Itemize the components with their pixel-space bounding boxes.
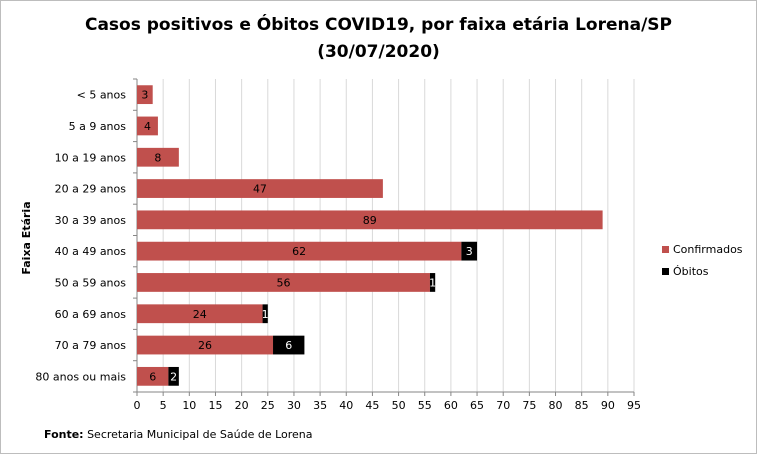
- tick-labels: 0 5 10 15 20 25 30 35 40 45 50 55 60 65 70 75 80 85 90 95 < …: [35, 89, 641, 412]
- data-label-obitos-6: 1: [429, 276, 436, 289]
- chart-title-line-2: (30/07/2020): [317, 42, 440, 62]
- data-label-confirmados-3: 47: [253, 183, 267, 196]
- x-tick-label-10: 10: [182, 399, 196, 412]
- chart-title: Casos positivos e Óbitos COVID19, por fa…: [0, 12, 757, 66]
- bar-confirmados-6: [137, 273, 430, 292]
- legend-label-confirmados: Confirmados: [673, 242, 743, 256]
- y-tick-label-7: 60 a 69 anos: [55, 308, 127, 321]
- data-label-confirmados-7: 24: [193, 308, 207, 321]
- source-text: Secretaria Municipal de Saúde de Lorena: [83, 428, 313, 441]
- x-tick-label-50: 50: [392, 399, 406, 412]
- y-tick-label-8: 70 a 79 anos: [55, 339, 127, 352]
- legend-swatch-confirmados: [662, 245, 669, 253]
- y-tick-label-2: 10 a 19 anos: [55, 151, 127, 164]
- bar-confirmados-2: [137, 147, 179, 167]
- x-tick-label-25: 25: [261, 399, 275, 412]
- x-tick-label-45: 45: [365, 399, 379, 412]
- x-tick-label-0: 0: [134, 399, 141, 412]
- y-tick-label-4: 30 a 39 anos: [55, 214, 127, 227]
- legend-label-obitos: Óbitos: [673, 264, 709, 278]
- x-tick-label-90: 90: [601, 399, 615, 412]
- bar-confirmados-9: [137, 366, 169, 386]
- y-tick-label-6: 50 a 59 anos: [55, 276, 127, 289]
- bar-obitos-7: [262, 304, 268, 324]
- x-tick-label-80: 80: [549, 399, 563, 412]
- data-label-confirmados-6: 56: [276, 276, 290, 289]
- bar-obitos-8: [273, 335, 305, 355]
- data-label-confirmados-1: 4: [144, 120, 151, 133]
- data-label-confirmados-2: 8: [154, 151, 161, 164]
- bar-obitos-5: [461, 241, 478, 261]
- chart-title-line-1: Casos positivos e Óbitos COVID19, por fa…: [84, 15, 672, 35]
- legend: Confirmados Óbitos: [662, 238, 743, 282]
- x-tick-label-55: 55: [418, 399, 432, 412]
- bar-confirmados-1: [137, 116, 158, 136]
- data-label-obitos-9: 2: [170, 370, 177, 383]
- y-tick-label-1: 5 a 9 anos: [69, 120, 127, 133]
- bar-confirmados-3: [137, 179, 383, 198]
- x-tick-label-20: 20: [235, 399, 249, 412]
- x-tick-label-15: 15: [208, 399, 222, 412]
- bar-confirmados-8: [137, 335, 274, 355]
- y-tick-label-5: 40 a 49 anos: [55, 245, 127, 258]
- y-axis-title: Faixa Etária: [20, 201, 33, 274]
- x-tick-label-70: 70: [496, 399, 510, 412]
- x-tick-label-35: 35: [313, 399, 327, 412]
- x-tick-label-30: 30: [287, 399, 301, 412]
- bar-confirmados-5: [137, 241, 462, 261]
- bar-confirmados-0: [137, 85, 153, 105]
- bar-confirmados-4: [137, 210, 603, 230]
- y-tick-label-3: 20 a 29 anos: [55, 183, 127, 196]
- legend-swatch-obitos: [662, 267, 669, 275]
- legend-item-obitos: Óbitos: [662, 260, 743, 282]
- x-tick-label-5: 5: [160, 399, 167, 412]
- data-label-obitos-5: 3: [466, 245, 473, 258]
- bar-confirmados-7: [137, 304, 263, 324]
- data-label-confirmados-8: 26: [198, 339, 212, 352]
- data-label-obitos-8: 6: [285, 339, 292, 352]
- data-label-confirmados-4: 89: [363, 214, 377, 227]
- bar-obitos-6: [429, 273, 436, 292]
- data-label-confirmados-5: 62: [292, 245, 306, 258]
- x-tick-label-85: 85: [575, 399, 589, 412]
- y-tick-label-0: < 5 anos: [77, 89, 127, 102]
- gridlines: [162, 79, 635, 392]
- bar-obitos-9: [168, 366, 179, 386]
- legend-item-confirmados: Confirmados: [662, 238, 743, 260]
- x-tick-label-40: 40: [339, 399, 353, 412]
- x-tick-label-95: 95: [627, 399, 641, 412]
- source-note: Fonte: Secretaria Municipal de Saúde de …: [44, 428, 313, 441]
- source-label: Fonte:: [44, 428, 84, 441]
- x-tick-label-60: 60: [444, 399, 458, 412]
- data-label-obitos-7: 1: [262, 308, 269, 321]
- x-tick-label-65: 65: [470, 399, 484, 412]
- data-label-confirmados-0: 3: [141, 89, 148, 102]
- x-tick-label-75: 75: [522, 399, 536, 412]
- data-label-confirmados-9: 6: [149, 370, 156, 383]
- y-tick-label-9: 80 anos ou mais: [35, 370, 126, 383]
